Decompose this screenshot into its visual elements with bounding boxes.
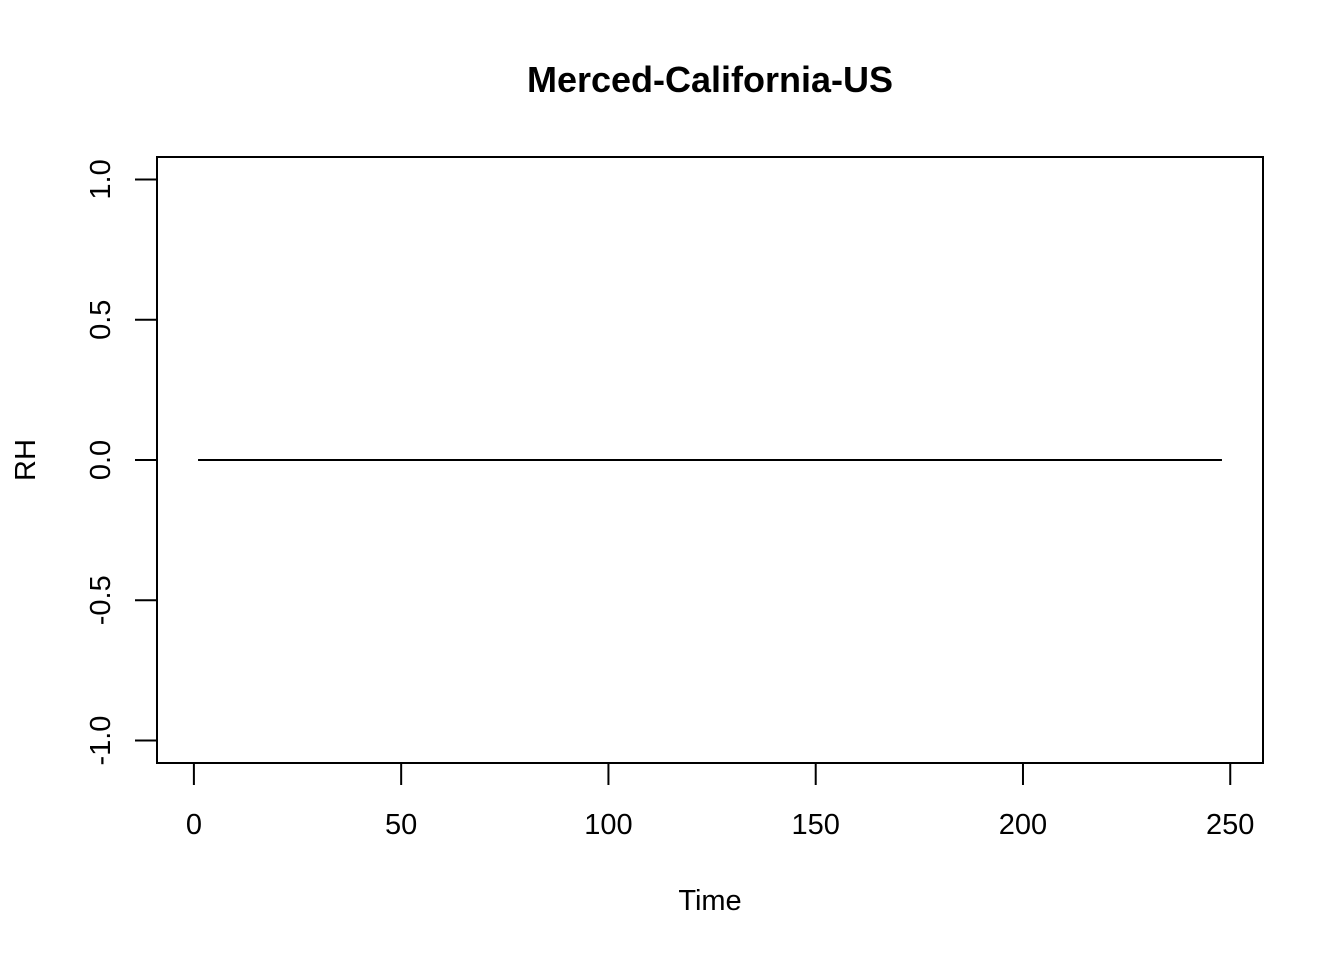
x-axis: 0 50 100 150 200 250 [186,762,1254,841]
x-tick-label: 0 [186,809,202,841]
x-tick-label: 250 [1206,809,1254,841]
x-axis-label: Time [678,885,741,917]
y-tick-label: 1.0 [85,159,117,199]
chart-title: Merced-California-US [527,59,893,100]
y-tick-label: 0.0 [85,440,117,480]
y-axis-label: RH [10,439,42,481]
x-tick-label: 50 [385,809,417,841]
x-tick-label: 100 [584,809,632,841]
y-tick-label: 0.5 [85,300,117,340]
y-tick-label: -1.0 [85,716,117,766]
y-axis: -1.0 -0.5 0.0 0.5 1.0 [85,159,158,766]
y-tick-label: -0.5 [85,575,117,625]
x-tick-label: 200 [999,809,1047,841]
x-tick-label: 150 [792,809,840,841]
